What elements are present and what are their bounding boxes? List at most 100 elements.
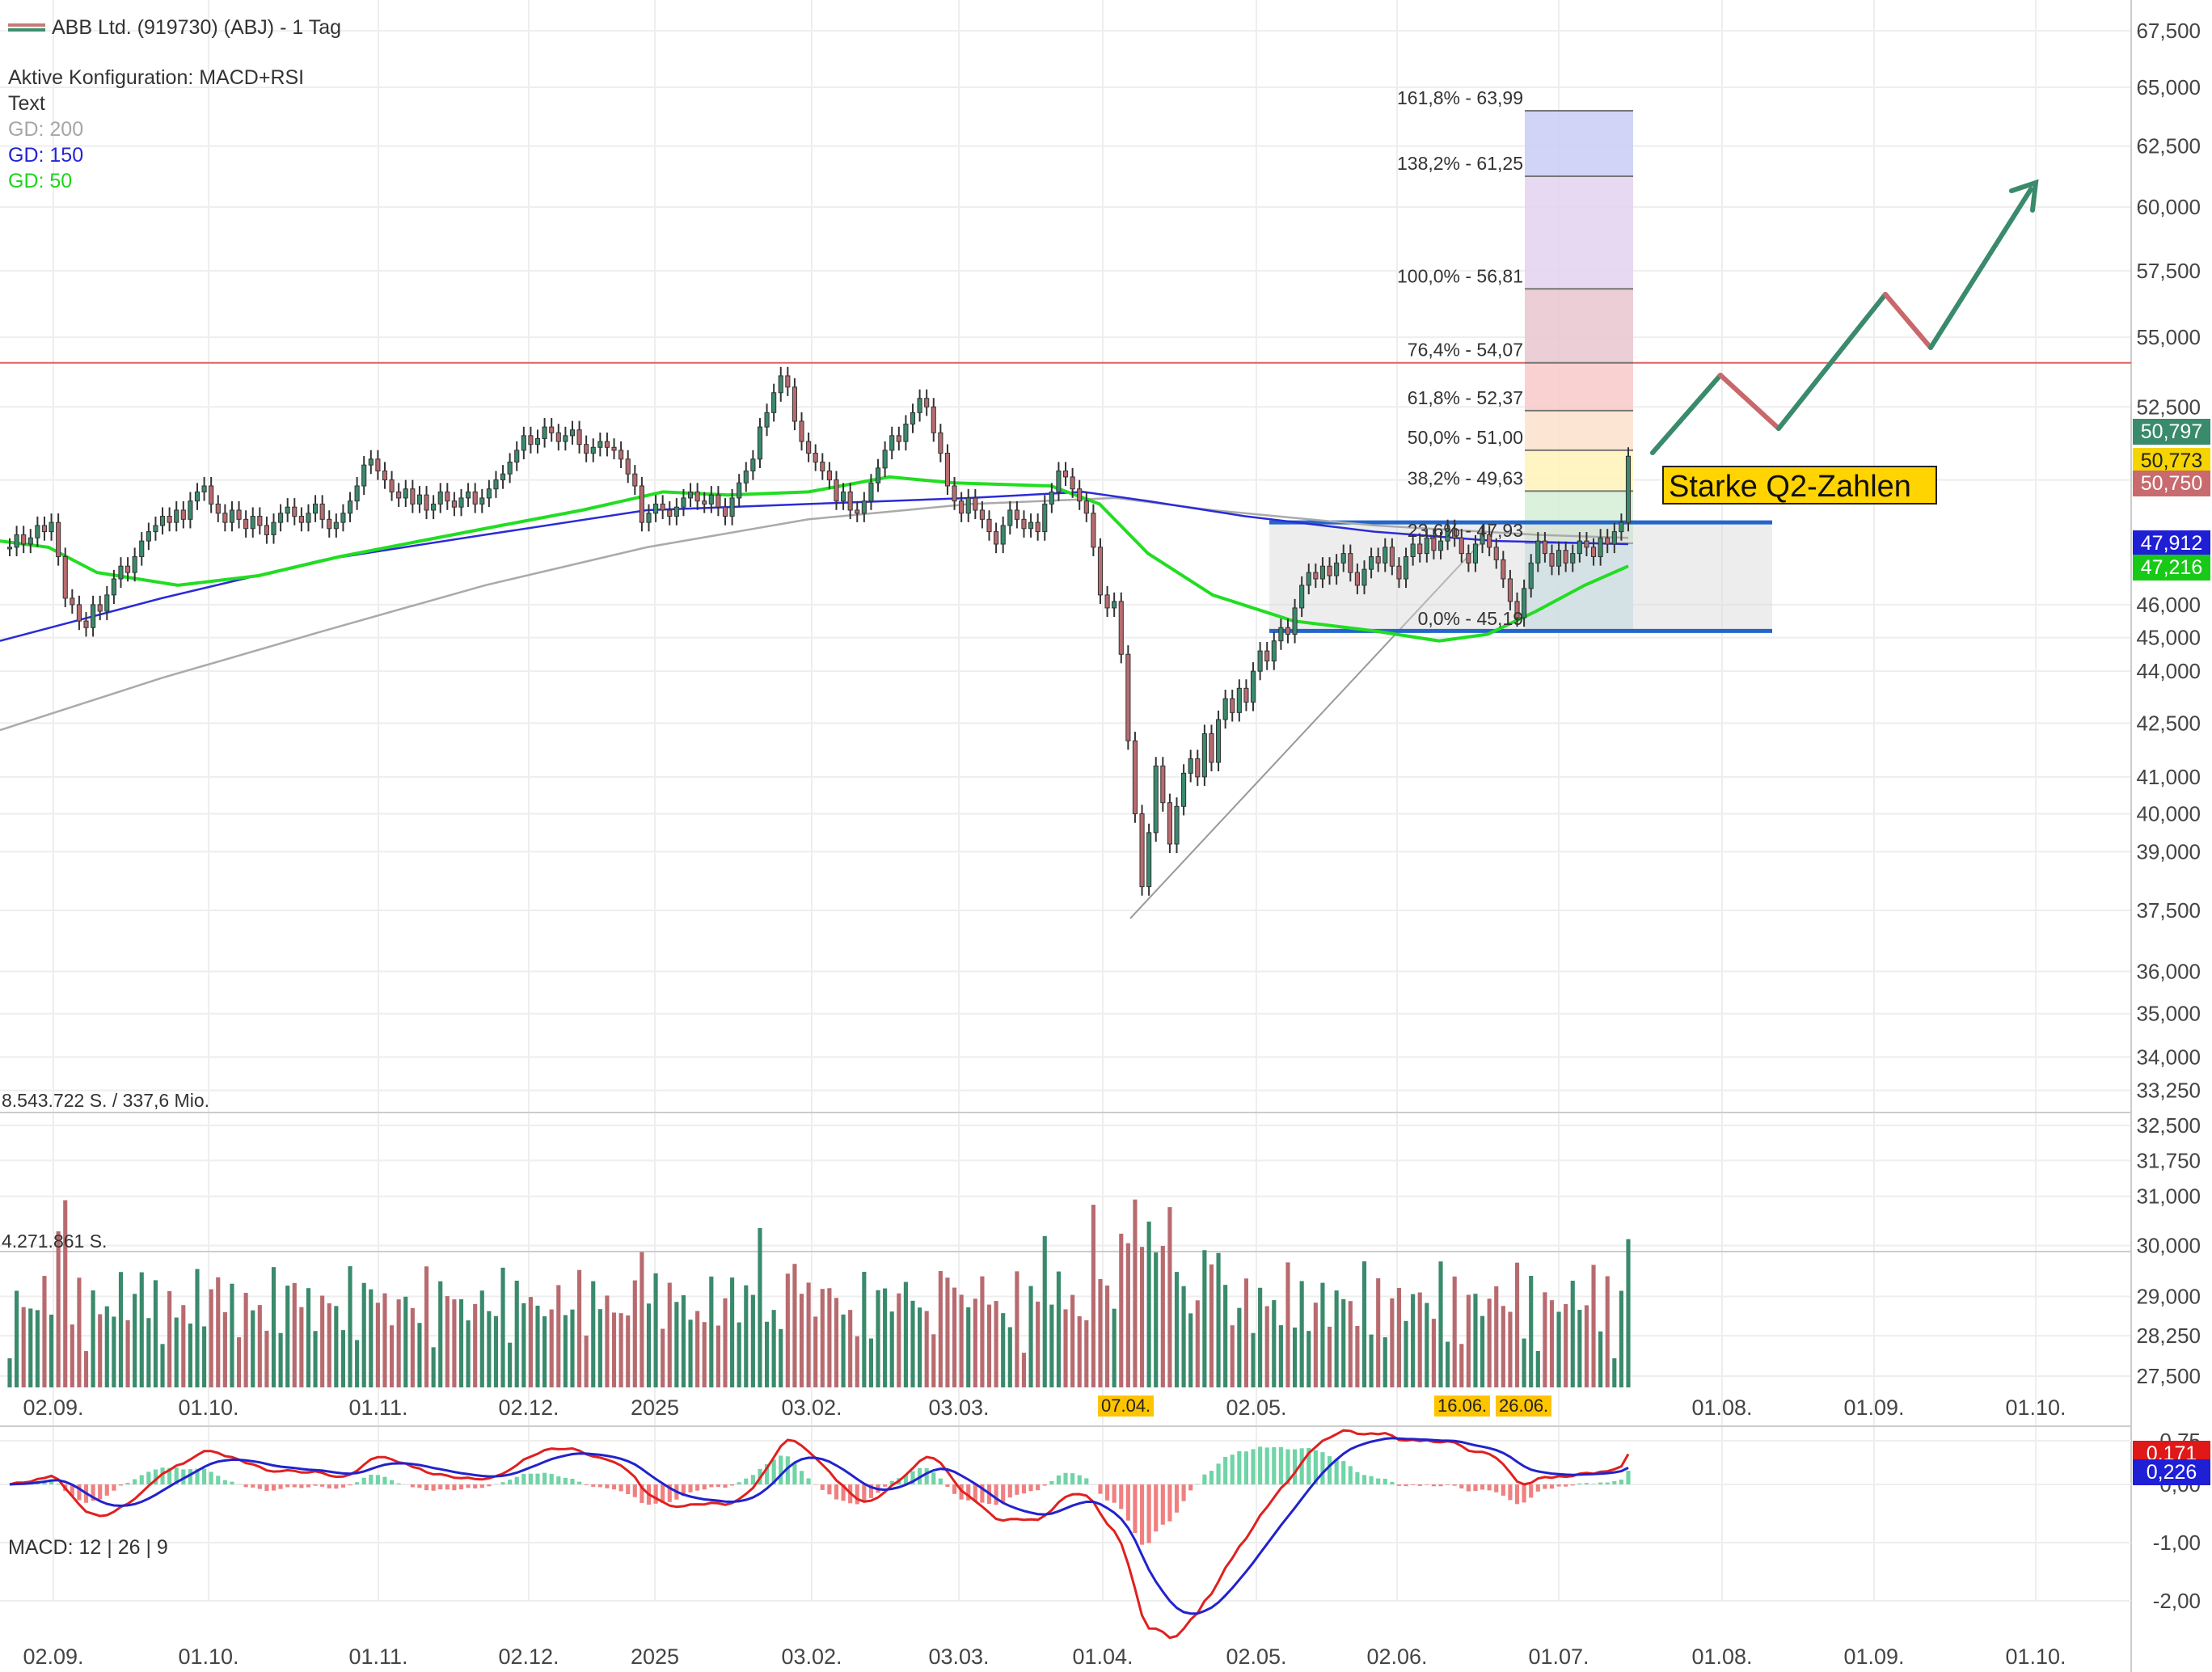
candle-body: [903, 424, 909, 442]
candle: [771, 383, 777, 422]
volume-bar: [1154, 1252, 1159, 1387]
candle-body: [716, 494, 721, 508]
volume-bar: [1591, 1265, 1596, 1387]
candle: [694, 483, 700, 510]
macd-histogram-bar: [104, 1484, 109, 1496]
x-tick-upper: 03.03.: [928, 1395, 989, 1420]
x-tick-upper: 01.11.: [348, 1395, 407, 1420]
macd-histogram-bar: [1202, 1474, 1207, 1484]
candle-body: [437, 491, 443, 505]
candle-body: [959, 500, 965, 514]
fibonacci-layer: [1129, 109, 1633, 919]
volume-bar: [1556, 1311, 1561, 1387]
volume-bar: [556, 1285, 561, 1387]
volume-bar: [77, 1277, 82, 1387]
macd-histogram-bar: [764, 1463, 770, 1484]
candle: [986, 510, 992, 541]
candle-body: [271, 521, 276, 535]
candle: [889, 426, 895, 460]
volume-bar: [1146, 1221, 1151, 1387]
candle-body: [91, 604, 96, 628]
candle: [882, 441, 888, 477]
volume-bar: [535, 1305, 540, 1387]
macd-histogram-bar: [1564, 1484, 1568, 1487]
macd-histogram-bar: [278, 1484, 283, 1489]
macd-histogram-bar: [1015, 1484, 1019, 1495]
candle: [1299, 576, 1305, 618]
macd-histogram-bar: [1230, 1455, 1235, 1484]
volume-bar: [1473, 1294, 1478, 1387]
macd-histogram-bar: [626, 1484, 631, 1494]
candle: [1007, 500, 1013, 535]
candle: [994, 522, 999, 554]
candle-body: [555, 432, 561, 442]
candle: [1570, 544, 1576, 572]
candle: [389, 471, 395, 501]
candle: [466, 483, 471, 508]
candle-body: [639, 485, 644, 523]
candle-body: [1334, 562, 1340, 576]
candle: [1195, 749, 1201, 786]
candle-body: [319, 503, 325, 520]
macd-histogram-bar: [292, 1484, 297, 1488]
candle: [118, 557, 124, 589]
candle-body: [1535, 540, 1541, 564]
macd-histogram-bar: [542, 1472, 547, 1484]
x-tick-lower: 01.10.: [178, 1645, 239, 1669]
macd-histogram-bar: [209, 1471, 213, 1484]
candle-body: [1501, 559, 1506, 580]
candle: [327, 510, 332, 538]
candle-body: [1070, 476, 1075, 490]
candle: [569, 420, 576, 445]
volume-bar: [35, 1310, 40, 1387]
candle: [667, 500, 673, 526]
chart-title: ABB Ltd. (919730) (ABJ) - 1 Tag: [52, 16, 342, 39]
volume-bar: [813, 1316, 818, 1387]
volume-bar: [98, 1314, 103, 1387]
candle-body: [424, 494, 429, 511]
price-tick: 62,500: [2136, 134, 2201, 158]
macd-histogram-bar: [1605, 1482, 1610, 1484]
candle: [1306, 564, 1311, 595]
volume-bar: [1313, 1303, 1318, 1387]
candle-body: [1091, 513, 1096, 548]
macd-histogram-bar: [118, 1484, 124, 1486]
candle: [1167, 793, 1172, 854]
candle: [1091, 504, 1096, 556]
macd-histogram-bar: [417, 1484, 422, 1488]
candle: [458, 488, 464, 517]
macd-histogram-bar: [514, 1476, 519, 1484]
candle: [1104, 585, 1110, 618]
candle-body: [1112, 601, 1117, 609]
candle: [1340, 544, 1346, 572]
candle-body: [820, 461, 825, 472]
candle: [27, 529, 33, 554]
macd-histogram-bar: [167, 1467, 172, 1484]
candle-body: [347, 500, 353, 514]
volume-bar: [952, 1287, 957, 1387]
volume-bar: [1577, 1310, 1582, 1387]
macd-histogram-bar: [188, 1469, 192, 1484]
candle: [618, 441, 624, 468]
candle-body: [375, 458, 381, 472]
candle: [1417, 534, 1423, 563]
macd-histogram-bar: [160, 1467, 165, 1484]
macd-histogram-bar: [1237, 1450, 1242, 1484]
gd50-price-tag: 47,216: [2133, 555, 2210, 581]
candle: [597, 432, 603, 457]
candle-body: [1278, 627, 1284, 642]
series-swatch-icon: [8, 23, 45, 32]
macd-histogram-bar: [1396, 1484, 1402, 1486]
candle-body: [278, 513, 284, 523]
volume-bar: [1264, 1306, 1269, 1387]
volume-bar: [1105, 1286, 1110, 1387]
x-tick-upper: 02.12.: [498, 1395, 559, 1420]
candle: [1334, 554, 1340, 585]
candle: [1577, 532, 1582, 563]
candle: [6, 538, 13, 556]
candle: [868, 474, 874, 510]
macd-histogram-bar: [508, 1480, 513, 1484]
volume-bar: [1514, 1262, 1520, 1387]
price-tick: 27,500: [2136, 1364, 2201, 1388]
volume-bar: [473, 1303, 478, 1387]
